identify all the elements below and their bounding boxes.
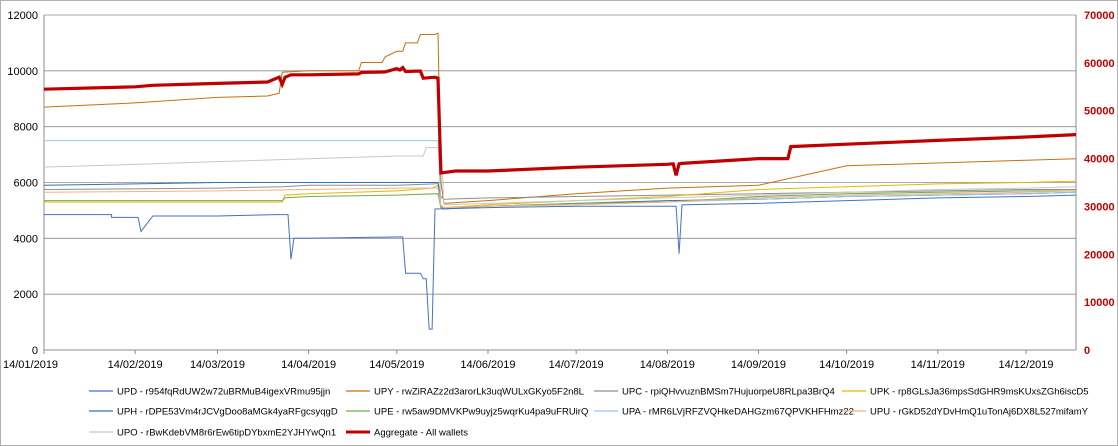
x-tick-label: 14/08/2019 [640, 359, 695, 371]
x-tick-label: 14/07/2019 [549, 359, 604, 371]
legend-label: UPK - rp8GLsJa36mpsSdGHR9msKUxsZGh6iscD5 [870, 387, 1089, 398]
legend-label: UPE - rw5aw9DMVKPw9uyjz5wqrKu4pa9uFRUirQ [374, 407, 588, 418]
legend-label: UPU - rGkD52dYDvHmQ1uTonAj6DX8L527mifamY [870, 407, 1089, 418]
x-tick-label: 14/04/2019 [281, 359, 336, 371]
series-lines [43, 32, 1077, 330]
legend-label: Aggregate - All wallets [374, 428, 468, 439]
x-tick-label: 14/09/2019 [731, 359, 786, 371]
y-right-tick-label: 0 [1084, 345, 1090, 357]
y-right-tick-label: 30000 [1084, 201, 1115, 213]
x-tick-label: 14/05/2019 [369, 359, 424, 371]
legend-label: UPC - rpiQHvvuznBMSm7HujuorpeU8RLpa3BrQ4 [622, 387, 835, 398]
x-tick-label: 14/06/2019 [460, 359, 515, 371]
x-tick-label: 14/03/2019 [190, 359, 245, 371]
y-left-tick-label: 12000 [7, 10, 38, 22]
y-right-tick-label: 70000 [1084, 10, 1115, 22]
y-right-tick-label: 50000 [1084, 106, 1115, 118]
y-left-tick-label: 6000 [14, 178, 38, 190]
y-left-tick-label: 8000 [14, 122, 38, 134]
legend-label: UPH - rDPE53Vm4rJCVgDoo8aMGk4yaRFgcsyqgD [117, 407, 338, 418]
legend: UPD - r954fqRdUW2w72uBRMuB4igexVRmu95jjn… [89, 387, 1089, 439]
x-tick-label: 14/11/2019 [911, 359, 965, 371]
series-line [43, 32, 1077, 204]
x-tick-label: 14/10/2019 [819, 359, 874, 371]
x-tick-label: 14/02/2019 [108, 359, 163, 371]
x-tick-label: 14/12/2019 [998, 359, 1053, 371]
y-left-tick-label: 2000 [14, 289, 38, 301]
y-right-tick-label: 10000 [1084, 297, 1115, 309]
legend-label: UPD - r954fqRdUW2w72uBRMuB4igexVRmu95jjn [117, 387, 330, 398]
y-right-tick-label: 60000 [1084, 58, 1115, 70]
series-line [44, 194, 1077, 330]
legend-label: UPY - rwZiRAZz2d3arorLk3uqWULxGKyo5F2n8L [374, 387, 584, 398]
series-line [44, 140, 1077, 209]
x-tick-label: 14/01/2019 [3, 359, 58, 371]
y-right-tick-label: 40000 [1084, 154, 1115, 166]
series-line [43, 65, 1077, 176]
legend-label: UPA - rMR6LVjRFZVQHkeDAHGzm67QPVKHFHmz22 [622, 407, 854, 418]
tick-labels: 0 2000 4000 6000 8000 10000 12000 0 10000 20000 30… [3, 10, 1115, 371]
y-right-tick-label: 20000 [1084, 249, 1115, 261]
y-left-tick-label: 4000 [14, 233, 38, 245]
series-line [43, 187, 1077, 209]
axes [43, 15, 1077, 354]
y-left-tick-label: 10000 [7, 66, 38, 78]
y-left-tick-label: 0 [32, 345, 38, 357]
legend-label: UPO - rBwKdebVM8r6rEw6tipDYbxmE2YJHYwQn1 [117, 428, 336, 439]
